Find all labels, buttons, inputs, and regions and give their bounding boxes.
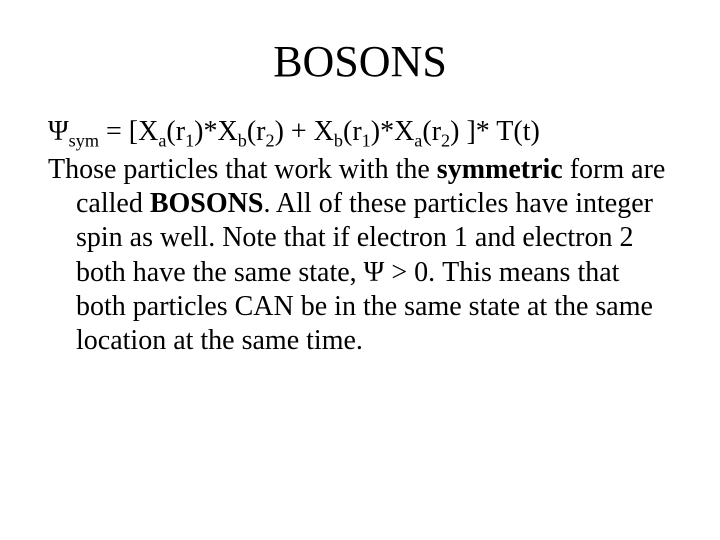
- eq-text: (r: [166, 116, 185, 147]
- eq-text: ) ]* T(t): [450, 116, 540, 147]
- eq-text: (r: [343, 116, 362, 147]
- body-bold-symmetric: symmetric: [437, 154, 563, 185]
- body-text: Those particles that work with the: [48, 154, 437, 185]
- eq-text: (r: [247, 116, 266, 147]
- psi-subscript: sym: [69, 131, 99, 151]
- eq-text: (r: [422, 116, 441, 147]
- eq-sub: 1: [185, 131, 194, 151]
- eq-sub: b: [238, 131, 247, 151]
- eq-sub: 1: [362, 131, 371, 151]
- body-bold-bosons: BOSONS: [150, 188, 264, 219]
- eq-text: )*X: [194, 116, 238, 147]
- slide-content: Ψsym = [Xa(r1)*Xb(r2) + Xb(r1)*Xa(r2) ]*…: [48, 115, 672, 358]
- slide-title: BOSONS: [48, 36, 672, 87]
- body-paragraph: Those particles that work with the symme…: [48, 153, 672, 358]
- eq-sub: b: [334, 131, 343, 151]
- wavefunction-equation: Ψsym = [Xa(r1)*Xb(r2) + Xb(r1)*Xa(r2) ]*…: [48, 115, 672, 149]
- psi-symbol: Ψ: [48, 116, 69, 147]
- eq-sub: 2: [265, 131, 274, 151]
- eq-text: = [X: [99, 116, 158, 147]
- slide: BOSONS Ψsym = [Xa(r1)*Xb(r2) + Xb(r1)*Xa…: [0, 0, 720, 540]
- eq-sub: 2: [441, 131, 450, 151]
- eq-text: ) + X: [275, 116, 334, 147]
- eq-text: )*X: [371, 116, 415, 147]
